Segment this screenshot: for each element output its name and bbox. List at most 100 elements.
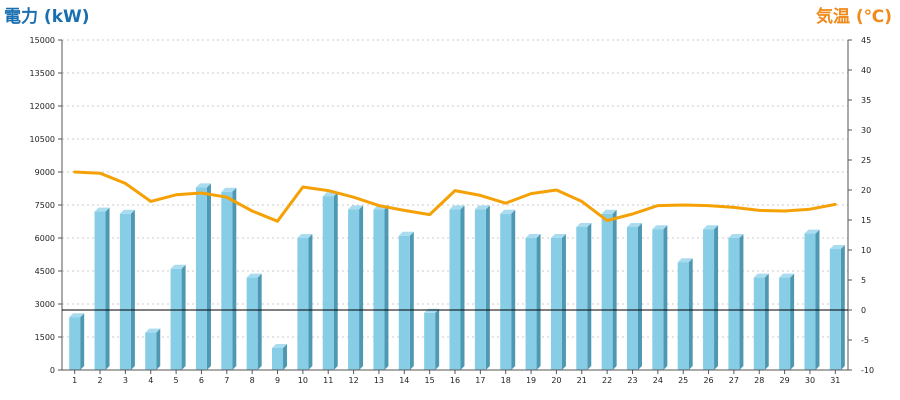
power-bar-top bbox=[449, 205, 465, 210]
x-tick-label: 12 bbox=[348, 376, 358, 385]
power-bar-side bbox=[587, 223, 592, 370]
power-bar-top bbox=[703, 225, 719, 230]
power-bar-top bbox=[677, 258, 693, 263]
power-bar bbox=[69, 313, 85, 370]
power-bar-side bbox=[612, 209, 617, 370]
power-bar bbox=[195, 183, 211, 370]
power-bar-top bbox=[753, 273, 769, 278]
x-tick-label: 27 bbox=[729, 376, 739, 385]
power-bar-top bbox=[652, 225, 668, 230]
power-bar bbox=[601, 209, 617, 370]
x-tick-label: 11 bbox=[323, 376, 333, 385]
power-bar-front bbox=[652, 229, 664, 370]
right-tick-label: 35 bbox=[861, 96, 871, 105]
power-bar bbox=[246, 273, 262, 370]
x-tick-label: 18 bbox=[501, 376, 511, 385]
power-bar-top bbox=[94, 207, 110, 212]
power-bar-side bbox=[283, 344, 288, 370]
right-tick-label: -5 bbox=[861, 336, 869, 345]
power-bar bbox=[221, 187, 237, 370]
power-bar-top bbox=[297, 234, 313, 238]
left-tick-label: 10500 bbox=[30, 135, 55, 144]
power-bar bbox=[779, 273, 795, 370]
power-bar-front bbox=[728, 238, 740, 370]
left-tick-label: 15000 bbox=[30, 36, 55, 45]
right-tick-label: 0 bbox=[861, 306, 866, 315]
power-bar-front bbox=[753, 277, 765, 370]
power-bar-top bbox=[728, 234, 744, 238]
power-bar-side bbox=[181, 264, 186, 370]
power-bar-front bbox=[677, 262, 689, 370]
power-bar-side bbox=[308, 234, 313, 370]
power-bar-front bbox=[246, 277, 258, 370]
power-bar-top bbox=[474, 205, 490, 210]
left-tick-label: 7500 bbox=[35, 201, 55, 210]
right-tick-label: 5 bbox=[861, 276, 866, 285]
power-bar-front bbox=[170, 268, 182, 370]
left-tick-label: 9000 bbox=[35, 168, 55, 177]
power-bar-top bbox=[221, 187, 237, 192]
power-bar-side bbox=[790, 273, 795, 370]
power-bar-top bbox=[626, 223, 642, 227]
power-bar-side bbox=[384, 205, 389, 370]
power-bar-side bbox=[688, 258, 693, 370]
left-tick-label: 3000 bbox=[35, 300, 55, 309]
x-tick-label: 17 bbox=[475, 376, 485, 385]
power-bar bbox=[449, 205, 465, 370]
power-bar-side bbox=[232, 187, 237, 370]
right-tick-label: 30 bbox=[861, 126, 871, 135]
power-bar-side bbox=[435, 308, 440, 370]
x-tick-label: 2 bbox=[97, 376, 102, 385]
power-bar-front bbox=[119, 213, 131, 370]
power-bar-top bbox=[525, 234, 541, 238]
power-bar-front bbox=[94, 211, 106, 370]
power-bar bbox=[829, 245, 845, 370]
x-tick-label: 28 bbox=[754, 376, 764, 385]
x-tick-label: 19 bbox=[526, 376, 536, 385]
power-bar bbox=[170, 264, 186, 370]
right-tick-label: -10 bbox=[861, 366, 874, 375]
x-tick-label: 16 bbox=[450, 376, 460, 385]
x-tick-label: 29 bbox=[780, 376, 790, 385]
x-tick-label: 8 bbox=[250, 376, 255, 385]
x-tick-label: 24 bbox=[653, 376, 663, 385]
power-bar bbox=[804, 229, 820, 370]
power-bar-front bbox=[348, 209, 360, 370]
power-bar-side bbox=[409, 231, 414, 370]
power-bar-front bbox=[550, 238, 562, 370]
power-bar-front bbox=[703, 229, 715, 370]
power-bar bbox=[652, 225, 668, 370]
x-tick-label: 5 bbox=[174, 376, 179, 385]
right-axis-title: 気温 (℃) bbox=[815, 7, 892, 27]
power-bar-side bbox=[156, 328, 161, 370]
power-bar-side bbox=[561, 234, 566, 370]
power-bar-side bbox=[130, 209, 135, 370]
power-bar bbox=[94, 207, 110, 370]
power-bar-front bbox=[804, 233, 816, 370]
power-bar-top bbox=[246, 273, 262, 278]
power-bar-front bbox=[424, 312, 436, 370]
x-tick-label: 15 bbox=[425, 376, 435, 385]
left-tick-label: 0 bbox=[50, 366, 55, 375]
power-bar bbox=[728, 234, 744, 370]
right-tick-label: 25 bbox=[861, 156, 871, 165]
power-bar-side bbox=[663, 225, 668, 370]
power-bar-side bbox=[359, 205, 364, 370]
power-bar-front bbox=[576, 227, 588, 370]
power-bar-front bbox=[221, 191, 233, 370]
x-tick-label: 9 bbox=[275, 376, 280, 385]
power-bar-top bbox=[69, 313, 85, 318]
power-bar-side bbox=[460, 205, 465, 370]
power-bar bbox=[322, 192, 338, 370]
power-bar-side bbox=[105, 207, 110, 370]
power-bar bbox=[424, 308, 440, 370]
power-bar-side bbox=[80, 313, 85, 370]
power-bar-front bbox=[145, 332, 157, 370]
power-bar bbox=[145, 328, 161, 370]
power-bar-top bbox=[119, 209, 135, 214]
power-bar-side bbox=[764, 273, 769, 370]
power-bar-front bbox=[398, 235, 410, 370]
x-tick-label: 3 bbox=[123, 376, 128, 385]
power-bar-side bbox=[511, 209, 516, 370]
power-bar bbox=[525, 234, 541, 370]
